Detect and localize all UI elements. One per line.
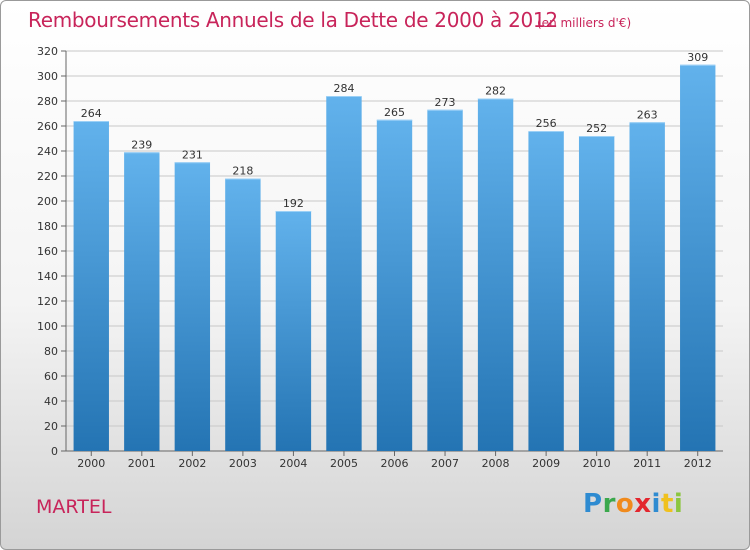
x-tick-label: 2006 bbox=[381, 457, 409, 470]
logo-letter: i bbox=[651, 489, 661, 519]
bar bbox=[629, 122, 665, 451]
bar bbox=[275, 211, 312, 451]
y-tick-label: 100 bbox=[37, 320, 58, 333]
x-tick-label: 2012 bbox=[684, 457, 712, 470]
proxiti-logo: Proxiti bbox=[583, 489, 683, 519]
y-tick-label: 0 bbox=[51, 445, 58, 458]
logo-letter: o bbox=[615, 489, 635, 519]
logo-letter: i bbox=[673, 489, 684, 519]
bar bbox=[174, 162, 211, 451]
y-tick-label: 320 bbox=[37, 45, 58, 58]
bar-value-label: 264 bbox=[81, 107, 102, 120]
bars bbox=[73, 64, 716, 451]
y-tick-label: 60 bbox=[44, 370, 58, 383]
bar-value-label: 218 bbox=[232, 165, 253, 178]
bar bbox=[225, 178, 261, 451]
y-tick-label: 220 bbox=[37, 170, 58, 183]
y-tick-label: 260 bbox=[37, 120, 58, 133]
bar-value-label: 192 bbox=[283, 197, 304, 210]
x-tick-label: 2007 bbox=[431, 457, 459, 470]
x-tick-label: 2008 bbox=[482, 457, 510, 470]
bar-value-label: 231 bbox=[182, 148, 203, 161]
y-tick-label: 280 bbox=[37, 95, 58, 108]
bar bbox=[680, 64, 716, 451]
x-tick-label: 2010 bbox=[583, 457, 611, 470]
axes: 0 20 40 60 80 100 120 140 160 180 200 220 240 260 280 3… bbox=[37, 45, 723, 470]
y-tick-label: 20 bbox=[44, 420, 58, 433]
x-tick-label: 2003 bbox=[229, 457, 257, 470]
y-tick-label: 200 bbox=[37, 195, 58, 208]
bar bbox=[326, 96, 362, 451]
x-tick-label: 2000 bbox=[77, 457, 105, 470]
town-name: MARTEL bbox=[36, 496, 112, 518]
x-tick-label: 2002 bbox=[178, 457, 206, 470]
data-labels: 264 239 231 218 192 284 265 273 282 256 252 263 309 bbox=[81, 51, 708, 210]
x-tick-label: 2009 bbox=[532, 457, 560, 470]
bar-value-label: 239 bbox=[131, 138, 152, 151]
bar-value-label: 265 bbox=[384, 106, 405, 119]
bar-value-label: 252 bbox=[586, 122, 607, 135]
y-tick-label: 300 bbox=[37, 70, 58, 83]
bar-value-label: 284 bbox=[333, 82, 354, 95]
x-tick-label: 2004 bbox=[279, 457, 307, 470]
logo-letter: P bbox=[583, 489, 603, 519]
bar bbox=[73, 121, 109, 451]
bar bbox=[124, 152, 160, 451]
logo-letter: x bbox=[634, 489, 652, 519]
y-tick-label: 80 bbox=[44, 345, 58, 358]
bar-value-label: 263 bbox=[637, 108, 658, 121]
y-tick-label: 120 bbox=[37, 295, 58, 308]
y-tick-label: 240 bbox=[37, 145, 58, 158]
bar bbox=[376, 119, 413, 451]
bar-value-label: 256 bbox=[536, 117, 557, 130]
bar-value-label: 282 bbox=[485, 85, 506, 98]
bar bbox=[477, 98, 514, 451]
bar-value-label: 309 bbox=[687, 51, 708, 64]
chart-title: Remboursements Annuels de la Dette de 20… bbox=[28, 8, 558, 32]
logo-letter: t bbox=[660, 489, 674, 519]
y-tick-label: 180 bbox=[37, 220, 58, 233]
logo-letter: r bbox=[602, 489, 616, 519]
y-tick-label: 140 bbox=[37, 270, 58, 283]
x-tick-label: 2001 bbox=[128, 457, 156, 470]
bar bbox=[578, 136, 615, 451]
x-tick-label: 2005 bbox=[330, 457, 358, 470]
x-tick-label: 2011 bbox=[633, 457, 661, 470]
bar bbox=[427, 109, 463, 451]
chart-subtitle: (en milliers d'€) bbox=[537, 16, 632, 30]
bar-value-label: 273 bbox=[435, 96, 456, 109]
bar bbox=[528, 131, 564, 451]
y-tick-label: 160 bbox=[37, 245, 58, 258]
y-tick-label: 40 bbox=[44, 395, 58, 408]
